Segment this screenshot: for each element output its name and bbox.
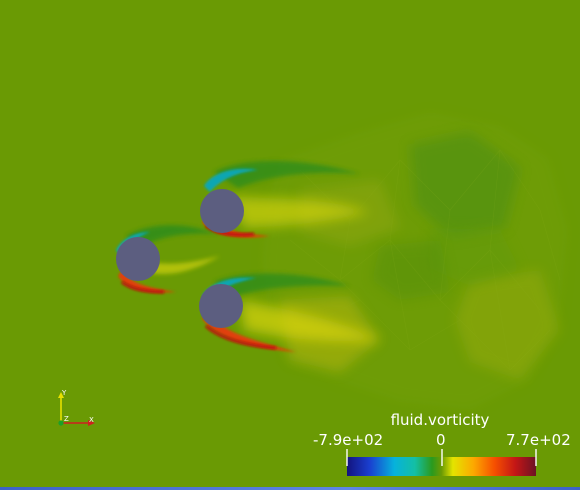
legend-colorbar: [347, 457, 536, 476]
legend-min-label: -7.9e+02: [313, 431, 384, 449]
legend-max-label: 7.7e+02: [506, 431, 571, 449]
lower-cylinder[interactable]: [199, 284, 243, 328]
upper-wake: [202, 161, 370, 238]
legend-zero-label: 0: [436, 431, 446, 449]
x-axis-label: X: [89, 416, 94, 424]
z-axis-label: Z: [64, 415, 69, 423]
wake-region: [262, 112, 568, 410]
left-cylinder[interactable]: [116, 237, 160, 281]
y-axis-arrow: [58, 392, 64, 398]
x-axis-arrow: [88, 420, 95, 426]
upper-cylinder[interactable]: [200, 189, 244, 233]
orientation-axes: [58, 392, 95, 426]
lower-wake: [202, 273, 380, 352]
y-axis-label: Y: [62, 389, 67, 397]
z-axis: [58, 420, 64, 426]
legend-title: fluid.vorticity: [390, 411, 490, 429]
legend-ticks: [346, 449, 537, 466]
